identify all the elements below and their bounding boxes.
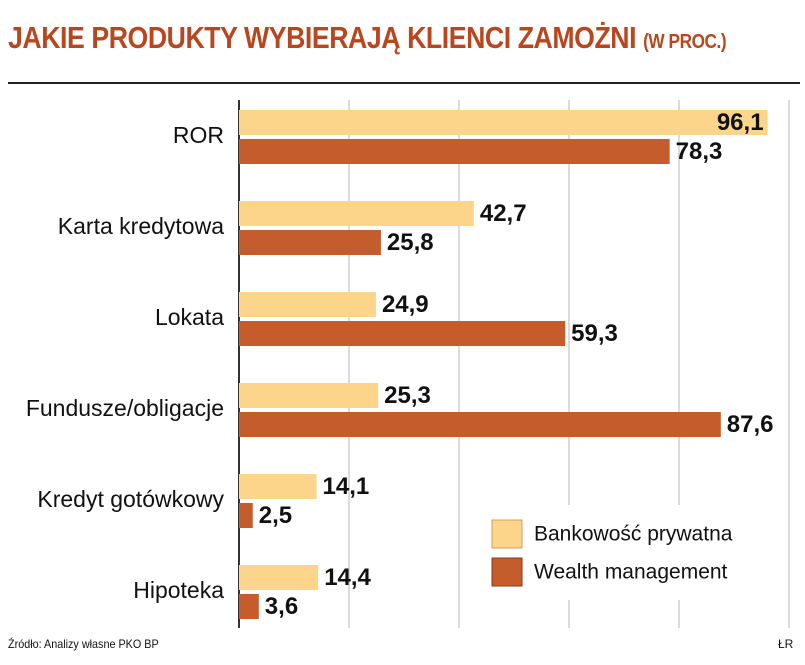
bar — [239, 474, 317, 499]
chart-title-text: JAKIE PRODUKTY WYBIERAJĄ KLIENCI ZAMOŻNI — [8, 20, 637, 55]
bar — [239, 110, 768, 135]
bar — [239, 139, 670, 164]
category-label: Hipoteka — [133, 577, 224, 603]
data-label: 78,3 — [676, 138, 723, 165]
chart-title: JAKIE PRODUKTY WYBIERAJĄ KLIENCI ZAMOŻNI… — [8, 20, 727, 56]
category-label: Lokata — [155, 304, 224, 330]
data-label: 14,4 — [324, 564, 371, 591]
bar — [239, 201, 474, 226]
data-label: 3,6 — [265, 593, 298, 620]
data-label: 96,1 — [717, 109, 764, 136]
source-note: Źródło: Analizy własne PKO BP — [8, 637, 159, 651]
legend-swatch — [491, 519, 523, 549]
bar — [239, 503, 253, 528]
bar — [239, 230, 381, 255]
bar — [239, 412, 721, 437]
bar — [239, 321, 566, 346]
category-label: ROR — [173, 122, 224, 148]
legend-background — [480, 505, 770, 600]
category-label: Karta kredytowa — [58, 213, 224, 239]
category-label: Fundusze/obligacje — [26, 395, 224, 421]
credit-note: ŁR — [778, 637, 794, 651]
data-label: 42,7 — [480, 200, 527, 227]
data-label: 59,3 — [571, 320, 618, 347]
data-label: 24,9 — [382, 291, 429, 318]
bar — [239, 565, 319, 590]
data-label: 14,1 — [323, 473, 370, 500]
legend-swatch — [491, 557, 523, 587]
data-label: 25,3 — [384, 382, 431, 409]
bar — [239, 383, 379, 408]
chart-title-suffix: (W PROC.) — [643, 31, 727, 53]
data-label: 2,5 — [259, 502, 292, 529]
title-rule — [8, 82, 800, 84]
data-label: 87,6 — [727, 411, 774, 438]
category-label: Kredyt gotówkowy — [37, 486, 224, 512]
bar — [239, 594, 259, 619]
legend-label: Bankowość prywatna — [534, 523, 733, 546]
data-label: 25,8 — [387, 229, 434, 256]
legend-label: Wealth management — [534, 561, 728, 584]
bar — [239, 292, 376, 317]
